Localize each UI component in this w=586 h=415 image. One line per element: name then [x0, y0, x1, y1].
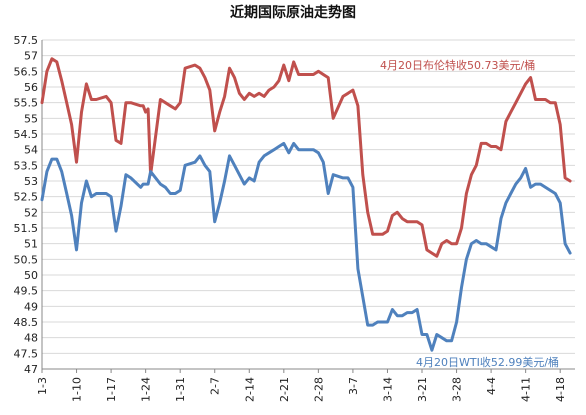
y-tick-label: 49 — [24, 300, 38, 313]
y-tick-label: 54 — [24, 144, 38, 157]
x-tick-label: 1-24 — [140, 377, 153, 402]
x-tick-label: 3-28 — [451, 377, 464, 402]
y-tick-label: 52.5 — [14, 191, 39, 204]
x-tick-label: 4-18 — [554, 377, 567, 402]
y-tick-label: 50 — [24, 269, 38, 282]
x-tick-label: 1-31 — [174, 377, 187, 402]
y-tick-label: 57 — [24, 50, 38, 63]
y-tick-label: 57.5 — [14, 34, 39, 47]
y-tick-label: 51.5 — [14, 222, 39, 235]
y-tick-label: 52 — [24, 206, 38, 219]
x-axis-tick-labels: 1-3 1-10 1-17 1-24 1-31 2-7 2-14 2-21 2-28 3-7 3-1… — [36, 369, 567, 402]
y-tick-label: 47 — [24, 363, 38, 376]
x-tick-label: 2-28 — [312, 377, 325, 402]
chart-title: 近期国际原油走势图 — [230, 4, 356, 21]
wti-close-annotation: 4月20日WTI收52.99美元/桶 — [416, 355, 559, 369]
brent-close-annotation: 4月20日布伦特收50.73美元/桶 — [380, 58, 535, 72]
brent-series-line — [40, 57, 572, 258]
y-tick-label: 48 — [24, 332, 38, 345]
x-tick-label: 1-3 — [36, 377, 49, 395]
y-tick-label: 54.5 — [14, 128, 39, 141]
y-axis-tick-labels: 47 47.5 48 48.5 49 49.5 50 50.5 51 51.5 52 52.5 53 53… — [14, 34, 39, 376]
y-tick-label: 53 — [24, 175, 38, 188]
x-tick-label: 4-4 — [485, 377, 498, 395]
x-tick-label: 2-7 — [209, 377, 222, 395]
y-tick-label: 56.5 — [14, 65, 39, 78]
y-tick-label: 53.5 — [14, 159, 39, 172]
y-tick-label: 49.5 — [14, 285, 39, 298]
x-tick-label: 4-11 — [520, 377, 533, 402]
x-tick-label: 3-7 — [347, 377, 360, 395]
series-lines — [40, 57, 572, 352]
y-tick-label: 51 — [24, 238, 38, 251]
y-tick-label: 56 — [24, 81, 38, 94]
y-tick-label: 47.5 — [14, 347, 39, 360]
x-tick-label: 2-14 — [243, 377, 256, 402]
y-tick-label: 50.5 — [14, 253, 39, 266]
x-tick-label: 3-14 — [381, 377, 394, 402]
y-tick-label: 48.5 — [14, 316, 39, 329]
x-tick-label: 1-17 — [105, 377, 118, 402]
y-tick-label: 55 — [24, 112, 38, 125]
x-tick-label: 2-21 — [278, 377, 291, 402]
x-tick-label: 3-21 — [416, 377, 429, 402]
wti-series-line — [40, 141, 572, 352]
y-tick-label: 55.5 — [14, 97, 39, 110]
y-gridlines — [42, 39, 575, 370]
x-tick-label: 1-10 — [71, 377, 84, 402]
